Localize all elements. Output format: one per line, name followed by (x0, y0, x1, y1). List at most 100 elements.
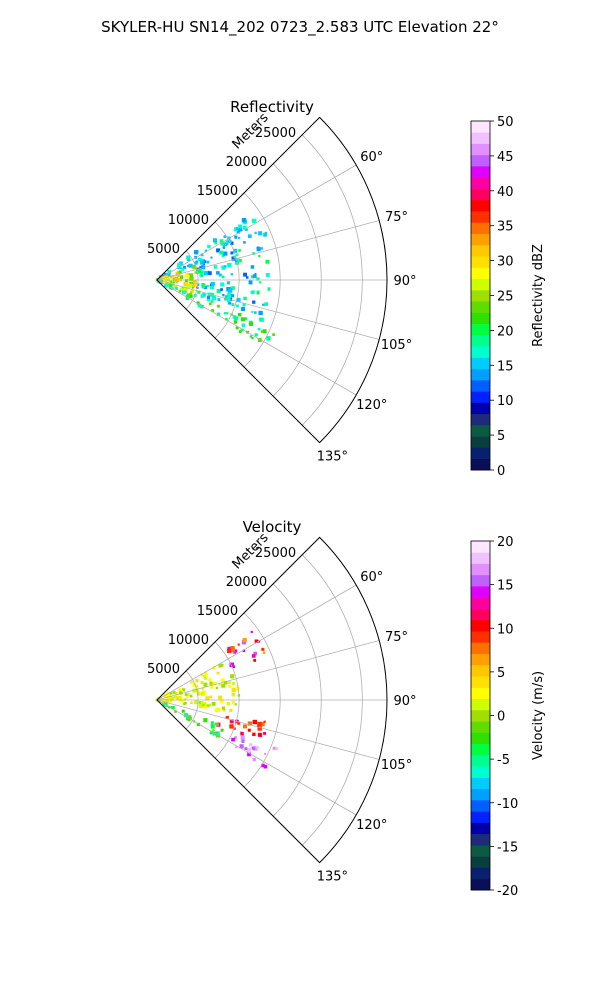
data-cell (213, 238, 217, 242)
data-cell (263, 764, 268, 769)
data-cell (263, 720, 266, 723)
data-cell (222, 246, 225, 249)
data-cell (192, 683, 197, 687)
data-cell (241, 218, 247, 223)
data-cell (251, 290, 255, 294)
data-cell (248, 234, 252, 238)
data-cell (216, 671, 220, 675)
data-cell (240, 317, 245, 322)
data-cell (233, 248, 238, 253)
data-cell (220, 728, 224, 732)
data-cell (246, 276, 249, 279)
data-cell (174, 693, 177, 696)
data-cell (169, 692, 173, 695)
data-cell (211, 309, 215, 312)
data-cell (197, 290, 201, 294)
data-cell (226, 312, 229, 315)
data-cell (187, 718, 191, 722)
data-cell (240, 735, 245, 740)
theta-tick-label: 75° (385, 210, 408, 225)
data-cell (178, 691, 183, 695)
data-cell (230, 674, 235, 679)
data-cell (236, 297, 241, 303)
colorbar-band (471, 233, 490, 246)
data-cell (192, 280, 197, 285)
data-cell (203, 676, 208, 680)
data-cell (178, 270, 182, 274)
data-cell (250, 275, 255, 279)
data-cell (257, 721, 262, 727)
colorbar-tick-label: 15 (497, 359, 514, 374)
colorbar-band (471, 631, 490, 643)
data-cell (251, 337, 254, 340)
data-cell (231, 303, 235, 306)
data-cell (262, 303, 265, 307)
colorbar-tick-label: 10 (497, 622, 514, 637)
data-cell (161, 699, 166, 703)
data-cell (168, 283, 173, 288)
data-cell (252, 719, 257, 725)
data-cell (231, 700, 236, 705)
data-cell (272, 333, 276, 336)
grid-spoke (156, 279, 380, 340)
data-cell (242, 225, 247, 230)
data-cell (202, 704, 205, 707)
data-cell (172, 281, 175, 284)
data-cell (217, 298, 221, 301)
theta-tick-label: 60° (360, 570, 383, 585)
data-cell (202, 690, 206, 695)
colorbar-band (471, 541, 490, 553)
theta-tick-label: 60° (360, 150, 383, 165)
data-cell (189, 273, 193, 277)
data-cell (221, 678, 225, 682)
data-cell (251, 218, 257, 224)
data-cell (241, 739, 245, 743)
data-cell (181, 709, 185, 713)
data-cell (200, 294, 205, 298)
polar-frame (156, 116, 388, 444)
colorbar-band (471, 586, 490, 598)
data-cell (203, 718, 208, 723)
colorbar-band (471, 458, 490, 471)
data-cell (189, 291, 193, 295)
data-cell (223, 235, 227, 238)
colorbar-band (471, 188, 490, 201)
data-cell (183, 286, 188, 291)
data-cell (217, 304, 220, 308)
data-cell (178, 689, 182, 692)
data-cell (275, 747, 279, 751)
data-cell (209, 681, 213, 685)
data-cell (201, 687, 204, 690)
data-cell (257, 327, 261, 331)
theta-tick-label: 75° (385, 630, 408, 645)
data-cell (264, 752, 267, 755)
colorbar-label: Reflectivity dBZ (531, 244, 546, 347)
data-cell (244, 747, 248, 751)
data-cell (200, 673, 204, 677)
polar-frame (156, 536, 388, 864)
data-cell (201, 283, 204, 286)
data-cell (219, 250, 224, 255)
data-cell (261, 330, 264, 333)
colorbar-band (471, 436, 490, 448)
data-cell (233, 320, 237, 324)
data-cell (253, 651, 257, 656)
data-cell (211, 725, 215, 729)
colorbar-band (471, 664, 490, 677)
data-cell (251, 654, 256, 658)
data-cell (234, 649, 238, 653)
data-cell (195, 679, 199, 683)
data-cell (202, 270, 205, 273)
data-cell (228, 681, 231, 684)
data-cell (257, 726, 262, 731)
data-cell (196, 685, 199, 688)
data-cell (206, 298, 211, 302)
colorbar-tick-label: 25 (497, 290, 514, 305)
data-cell (199, 266, 202, 269)
data-cell (266, 336, 271, 341)
colorbar-band (471, 334, 490, 347)
data-cell (265, 273, 270, 277)
grid-spoke (156, 220, 380, 281)
data-cell (207, 244, 211, 249)
